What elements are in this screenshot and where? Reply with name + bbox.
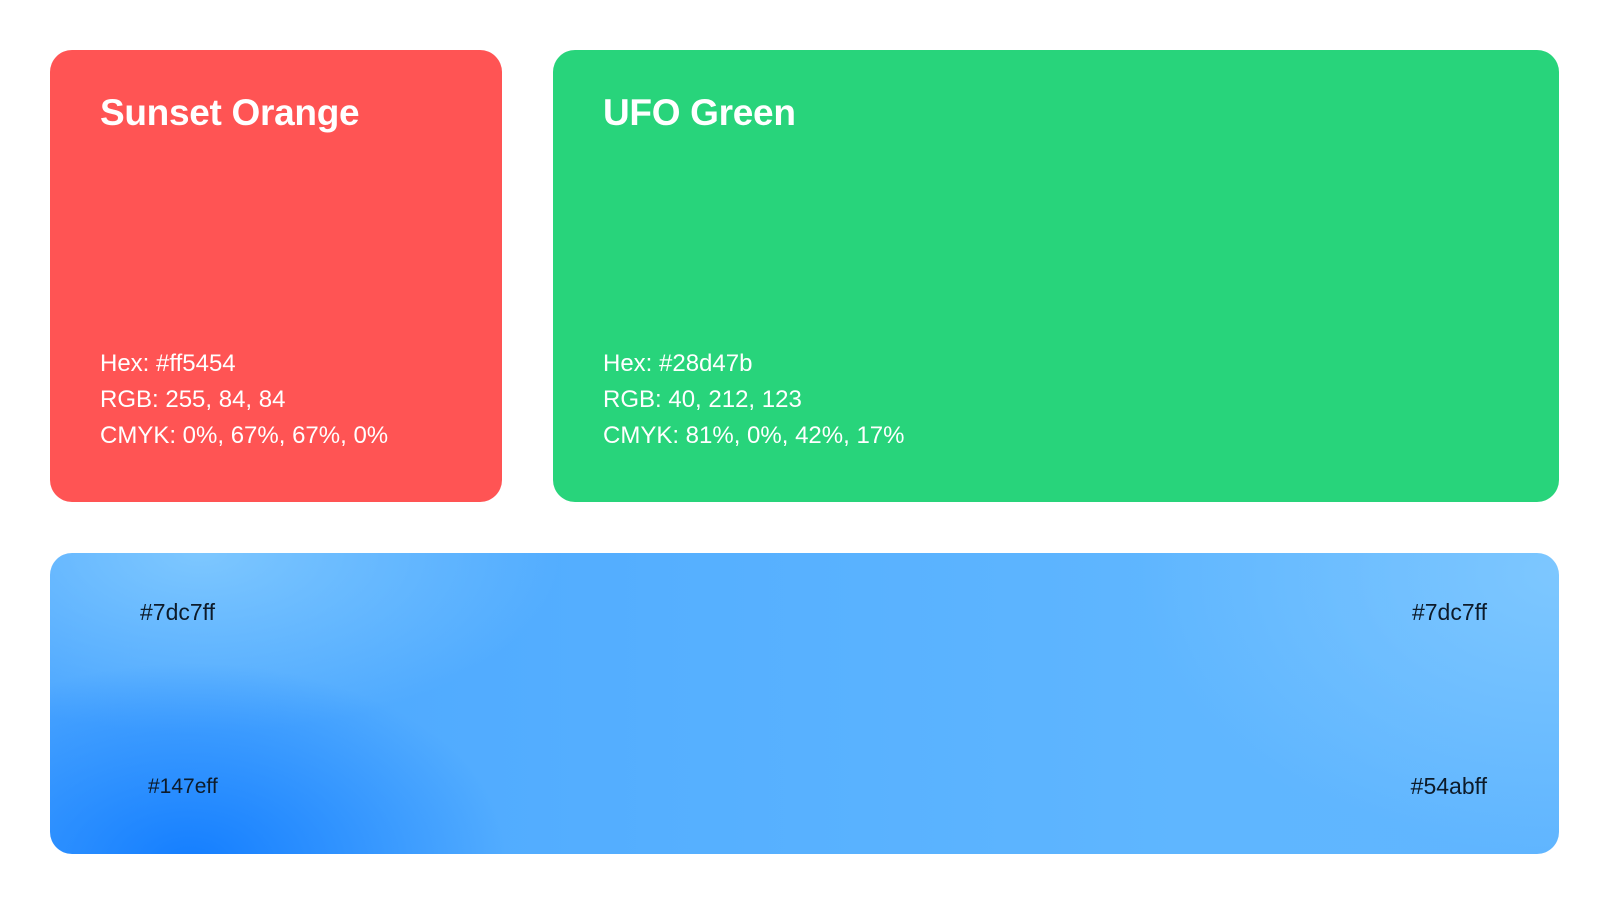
gradient-label-bottom-left: #147eff — [148, 775, 218, 798]
gradient-label-bottom-right: #54abff — [1410, 773, 1487, 799]
swatch-card-sunset-orange: Sunset Orange Hex: #ff5454 RGB: 255, 84,… — [50, 50, 502, 502]
gradient-card: #7dc7ff #7dc7ff #147eff #54abff — [50, 553, 1559, 854]
swatch-rgb: RGB: 255, 84, 84 — [100, 386, 286, 413]
gradient-label-top-right: #7dc7ff — [1411, 599, 1487, 625]
swatch-specs: Hex: #28d47b RGB: 40, 212, 123 CMYK: 81%… — [603, 346, 904, 454]
swatch-name: Sunset Orange — [100, 92, 360, 133]
swatch-specs: Hex: #ff5454 RGB: 255, 84, 84 CMYK: 0%, … — [100, 346, 388, 454]
swatch-hex: Hex: #28d47b — [603, 350, 753, 377]
swatch-hex: Hex: #ff5454 — [100, 350, 236, 377]
swatch-card-ufo-green: UFO Green Hex: #28d47b RGB: 40, 212, 123… — [553, 50, 1559, 502]
swatch-cmyk: CMYK: 0%, 67%, 67%, 0% — [100, 422, 389, 449]
swatch-rgb: RGB: 40, 212, 123 — [603, 386, 802, 413]
swatch-name: UFO Green — [603, 92, 796, 133]
gradient-label-top-left: #7dc7ff — [140, 599, 216, 625]
swatch-cmyk: CMYK: 81%, 0%, 42%, 17% — [603, 422, 905, 449]
